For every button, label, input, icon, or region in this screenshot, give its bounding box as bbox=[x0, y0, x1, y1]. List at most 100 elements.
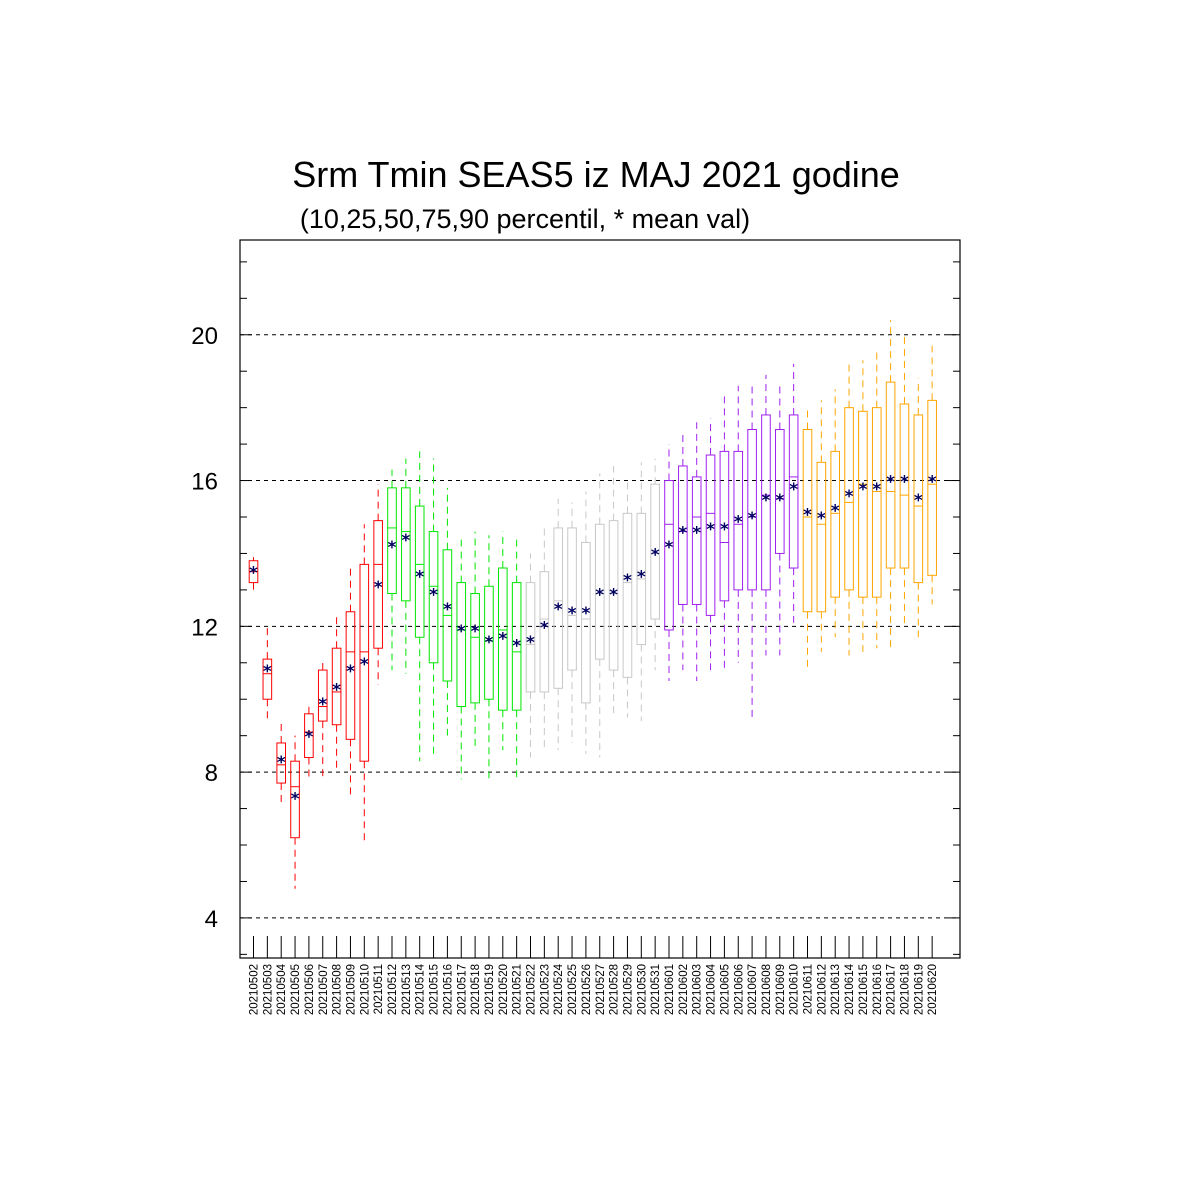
box bbox=[622, 512, 633, 678]
box-group bbox=[871, 349, 882, 649]
box bbox=[525, 582, 536, 693]
box-group bbox=[290, 735, 300, 889]
gridlines bbox=[240, 334, 960, 919]
x-tick-label: 20210612 bbox=[816, 964, 828, 1015]
mean-marker: * bbox=[872, 480, 881, 500]
mean-marker: * bbox=[249, 564, 258, 584]
box-group bbox=[761, 374, 771, 656]
mean-marker: * bbox=[554, 600, 563, 620]
box-group bbox=[470, 531, 480, 747]
mean-marker: * bbox=[609, 586, 618, 606]
box bbox=[428, 531, 439, 664]
x-tick-label: 20210515 bbox=[429, 964, 441, 1015]
mean-marker: * bbox=[485, 633, 494, 653]
mean-marker: * bbox=[568, 604, 577, 624]
box bbox=[650, 483, 660, 620]
mean-marker: * bbox=[692, 524, 701, 544]
x-tick-label: 20210510 bbox=[359, 964, 371, 1015]
box-group bbox=[788, 363, 799, 623]
box bbox=[747, 429, 757, 591]
mean-marker: * bbox=[762, 491, 771, 511]
box bbox=[885, 381, 896, 569]
box bbox=[719, 450, 730, 602]
mean-marker: * bbox=[277, 753, 286, 773]
x-tick-label: 20210601 bbox=[664, 964, 676, 1015]
x-tick-label: 20210502 bbox=[249, 964, 261, 1015]
mean-marker: * bbox=[789, 480, 798, 500]
box-group bbox=[304, 706, 314, 780]
y-tick-label: 4 bbox=[205, 906, 218, 933]
mean-marker: * bbox=[928, 473, 937, 493]
x-tick-label: 20210523 bbox=[539, 964, 551, 1015]
box bbox=[858, 410, 868, 598]
x-tick-label: 20210613 bbox=[830, 964, 842, 1015]
mean-marker: * bbox=[498, 629, 507, 649]
box bbox=[345, 611, 356, 740]
box-group bbox=[414, 451, 425, 762]
x-tick-label: 20210609 bbox=[775, 964, 787, 1015]
mean-marker: * bbox=[595, 586, 604, 606]
x-tick-label: 20210516 bbox=[442, 964, 454, 1015]
mean-marker: * bbox=[512, 637, 521, 657]
box-group bbox=[567, 502, 577, 743]
x-tick-label: 20210529 bbox=[622, 964, 634, 1015]
x-tick-label: 20210602 bbox=[678, 964, 690, 1015]
box-group bbox=[802, 407, 813, 671]
mean-marker: * bbox=[858, 480, 867, 500]
mean-marker: * bbox=[346, 662, 355, 682]
x-tick-label: 20210520 bbox=[498, 964, 510, 1015]
x-tick-label: 20210524 bbox=[553, 963, 565, 1015]
box bbox=[927, 399, 937, 576]
box-group bbox=[594, 473, 605, 758]
x-tick-label: 20210504 bbox=[276, 963, 288, 1015]
mean-marker: * bbox=[900, 473, 909, 493]
box bbox=[733, 450, 744, 591]
box-group bbox=[456, 535, 467, 780]
box bbox=[456, 582, 467, 708]
box-group bbox=[622, 480, 633, 718]
y-tick-label: 8 bbox=[205, 760, 218, 787]
x-tick-label: 20210527 bbox=[595, 964, 607, 1015]
box bbox=[761, 414, 771, 591]
box-group bbox=[373, 484, 383, 685]
box-group bbox=[913, 378, 924, 638]
box-group bbox=[650, 458, 660, 671]
chart-title: Srm Tmin SEAS5 iz MAJ 2021 godine bbox=[292, 154, 900, 195]
x-tick-label: 20210511 bbox=[373, 964, 385, 1014]
chart-subtitle: (10,25,50,75,90 percentil, * mean val) bbox=[300, 204, 750, 234]
mean-marker: * bbox=[263, 662, 272, 682]
box bbox=[359, 563, 370, 762]
mean-marker: * bbox=[415, 567, 424, 587]
mean-marker: * bbox=[471, 622, 480, 642]
x-tick-label: 20210611 bbox=[803, 964, 815, 1014]
mean-marker: * bbox=[748, 509, 757, 529]
box-group bbox=[248, 557, 259, 590]
x-tick-label: 20210526 bbox=[581, 964, 593, 1015]
box-group bbox=[345, 568, 356, 798]
mean-marker: * bbox=[845, 487, 854, 507]
mean-marker: * bbox=[706, 520, 715, 540]
box bbox=[899, 403, 910, 569]
mean-marker: * bbox=[720, 520, 729, 540]
mean-marker: * bbox=[831, 502, 840, 522]
box-group bbox=[691, 422, 702, 682]
x-tick-label: 20210519 bbox=[484, 964, 496, 1015]
mean-marker: * bbox=[332, 680, 341, 700]
mean-marker: * bbox=[734, 513, 743, 533]
x-tick-label: 20210616 bbox=[872, 964, 884, 1015]
mean-marker: * bbox=[291, 790, 300, 810]
mean-marker: * bbox=[457, 622, 466, 642]
box bbox=[387, 487, 397, 595]
x-tick-label: 20210513 bbox=[401, 964, 413, 1015]
mean-marker: * bbox=[817, 509, 826, 529]
x-tick-label: 20210604 bbox=[706, 963, 718, 1015]
mean-marker: * bbox=[540, 618, 549, 638]
x-tick-label: 20210618 bbox=[899, 964, 911, 1015]
box bbox=[664, 480, 674, 631]
x-tick-label: 20210620 bbox=[927, 964, 939, 1015]
box bbox=[802, 429, 813, 613]
y-tick-label: 12 bbox=[191, 614, 218, 641]
box bbox=[539, 571, 550, 693]
mean-marker: * bbox=[401, 531, 410, 551]
